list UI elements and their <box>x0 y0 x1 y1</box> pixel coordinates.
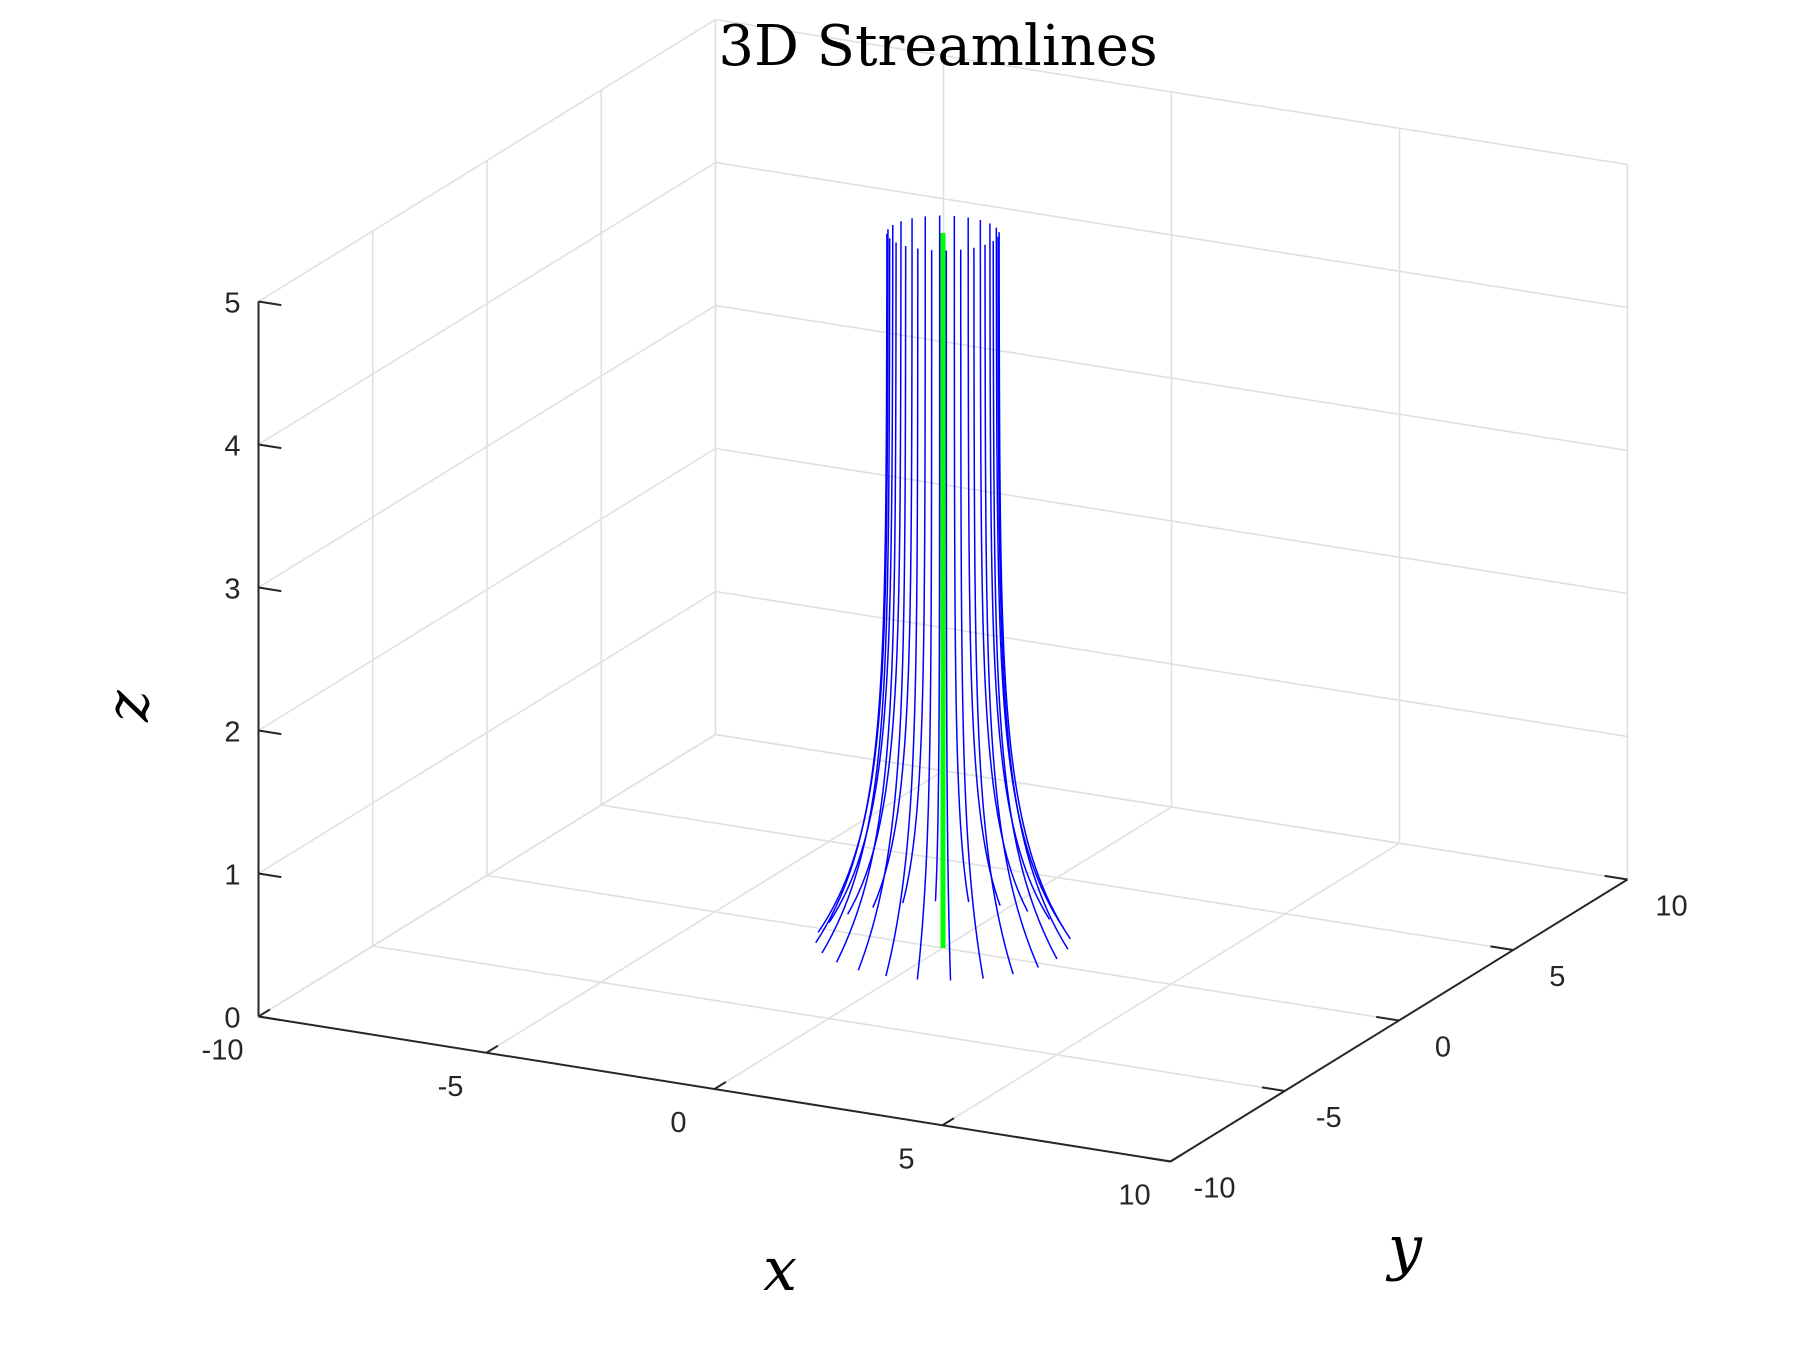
streamline <box>821 238 891 954</box>
left-wall-grid-line-z <box>258 590 716 875</box>
x-axis-label: x <box>763 1235 797 1305</box>
x-tick-mark <box>485 1044 499 1054</box>
streamline <box>953 215 970 903</box>
left-wall-grid-line-z <box>258 161 716 446</box>
y-axis-label: y <box>1385 1213 1423 1283</box>
z-tick-label: 4 <box>224 431 240 463</box>
streamline <box>872 218 913 908</box>
streamline <box>973 247 1014 975</box>
z-tick-label: 3 <box>224 574 240 606</box>
y-tick-mark <box>1147 1156 1171 1163</box>
x-tick-label: 0 <box>670 1107 686 1139</box>
z-tick-label: 1 <box>224 860 240 892</box>
y-tick-mark <box>1261 1086 1285 1092</box>
z-tick-label: 5 <box>224 288 240 320</box>
left-wall-grid-line-z <box>258 447 716 732</box>
streamline <box>997 236 1069 950</box>
chart-title: 3D Streamlines <box>718 14 1157 79</box>
z-tick-mark <box>258 872 282 879</box>
floor-grid-line-y <box>372 945 1285 1092</box>
x-tick-label: 5 <box>898 1143 914 1175</box>
z-tick-mark <box>258 300 282 307</box>
streamline <box>979 220 1029 912</box>
y-tick-label: 5 <box>1549 961 1565 993</box>
z-tick-mark <box>258 443 282 450</box>
left-wall-grid-line-z <box>258 18 716 303</box>
data-layer <box>815 215 1071 981</box>
z-tick-label: 2 <box>224 717 240 749</box>
z-axis-label: z <box>93 690 163 723</box>
y-tick-mark <box>1490 945 1514 951</box>
x-tick-mark <box>713 1081 727 1090</box>
x-tick-label: -10 <box>202 1035 244 1067</box>
z-tick-label: 0 <box>224 1003 240 1035</box>
x-tick-mark <box>257 1008 271 1018</box>
axis-layer <box>257 300 1629 1163</box>
streamline <box>847 221 902 915</box>
x-tick-label: -5 <box>438 1071 464 1103</box>
streamline <box>916 250 933 980</box>
y-tick-label: -5 <box>1316 1102 1342 1134</box>
streamline <box>828 225 894 924</box>
streamline <box>959 249 984 979</box>
streamline <box>995 227 1065 930</box>
streamline <box>902 216 927 904</box>
back-wall-grid-line-z <box>715 447 1628 595</box>
streamline <box>989 223 1051 920</box>
streamline <box>934 215 941 902</box>
z-tick-mark <box>258 1015 282 1022</box>
y-tick-label: 0 <box>1435 1032 1451 1064</box>
y-tick-mark <box>1604 874 1628 881</box>
left-wall-grid-line-z <box>258 733 716 1018</box>
streamline <box>998 232 1071 940</box>
y-tick-mark <box>1376 1015 1400 1022</box>
y-tick-label: 10 <box>1655 891 1687 923</box>
streamline <box>992 240 1058 960</box>
streamline <box>857 245 907 971</box>
x-tick-label: 10 <box>1118 1180 1150 1212</box>
back-wall-grid-line-z <box>715 161 1628 309</box>
x-tick-mark <box>941 1117 955 1127</box>
back-wall-grid-line-z <box>715 18 1628 166</box>
streamline <box>967 217 1001 906</box>
streamline <box>815 233 888 944</box>
streamline <box>945 250 952 981</box>
z-tick-mark <box>258 729 282 736</box>
back-wall-grid-line-z <box>715 590 1628 738</box>
x-tick-mark <box>1169 1153 1183 1163</box>
back-wall-grid-line-z <box>715 304 1628 452</box>
streamline <box>885 248 919 977</box>
y-tick-label: -10 <box>1194 1173 1236 1205</box>
left-wall-grid-line-z <box>258 304 716 589</box>
back-wall-grid-line-z <box>715 733 1628 881</box>
label-layer: -10 -5 0 5 10 -10 -5 0 5 10 0 1 2 3 4 5 <box>202 288 1688 1212</box>
streamline <box>835 242 897 963</box>
z-tick-mark <box>258 586 282 593</box>
streamline <box>984 244 1040 968</box>
floor-grid-line-y <box>601 804 1514 951</box>
